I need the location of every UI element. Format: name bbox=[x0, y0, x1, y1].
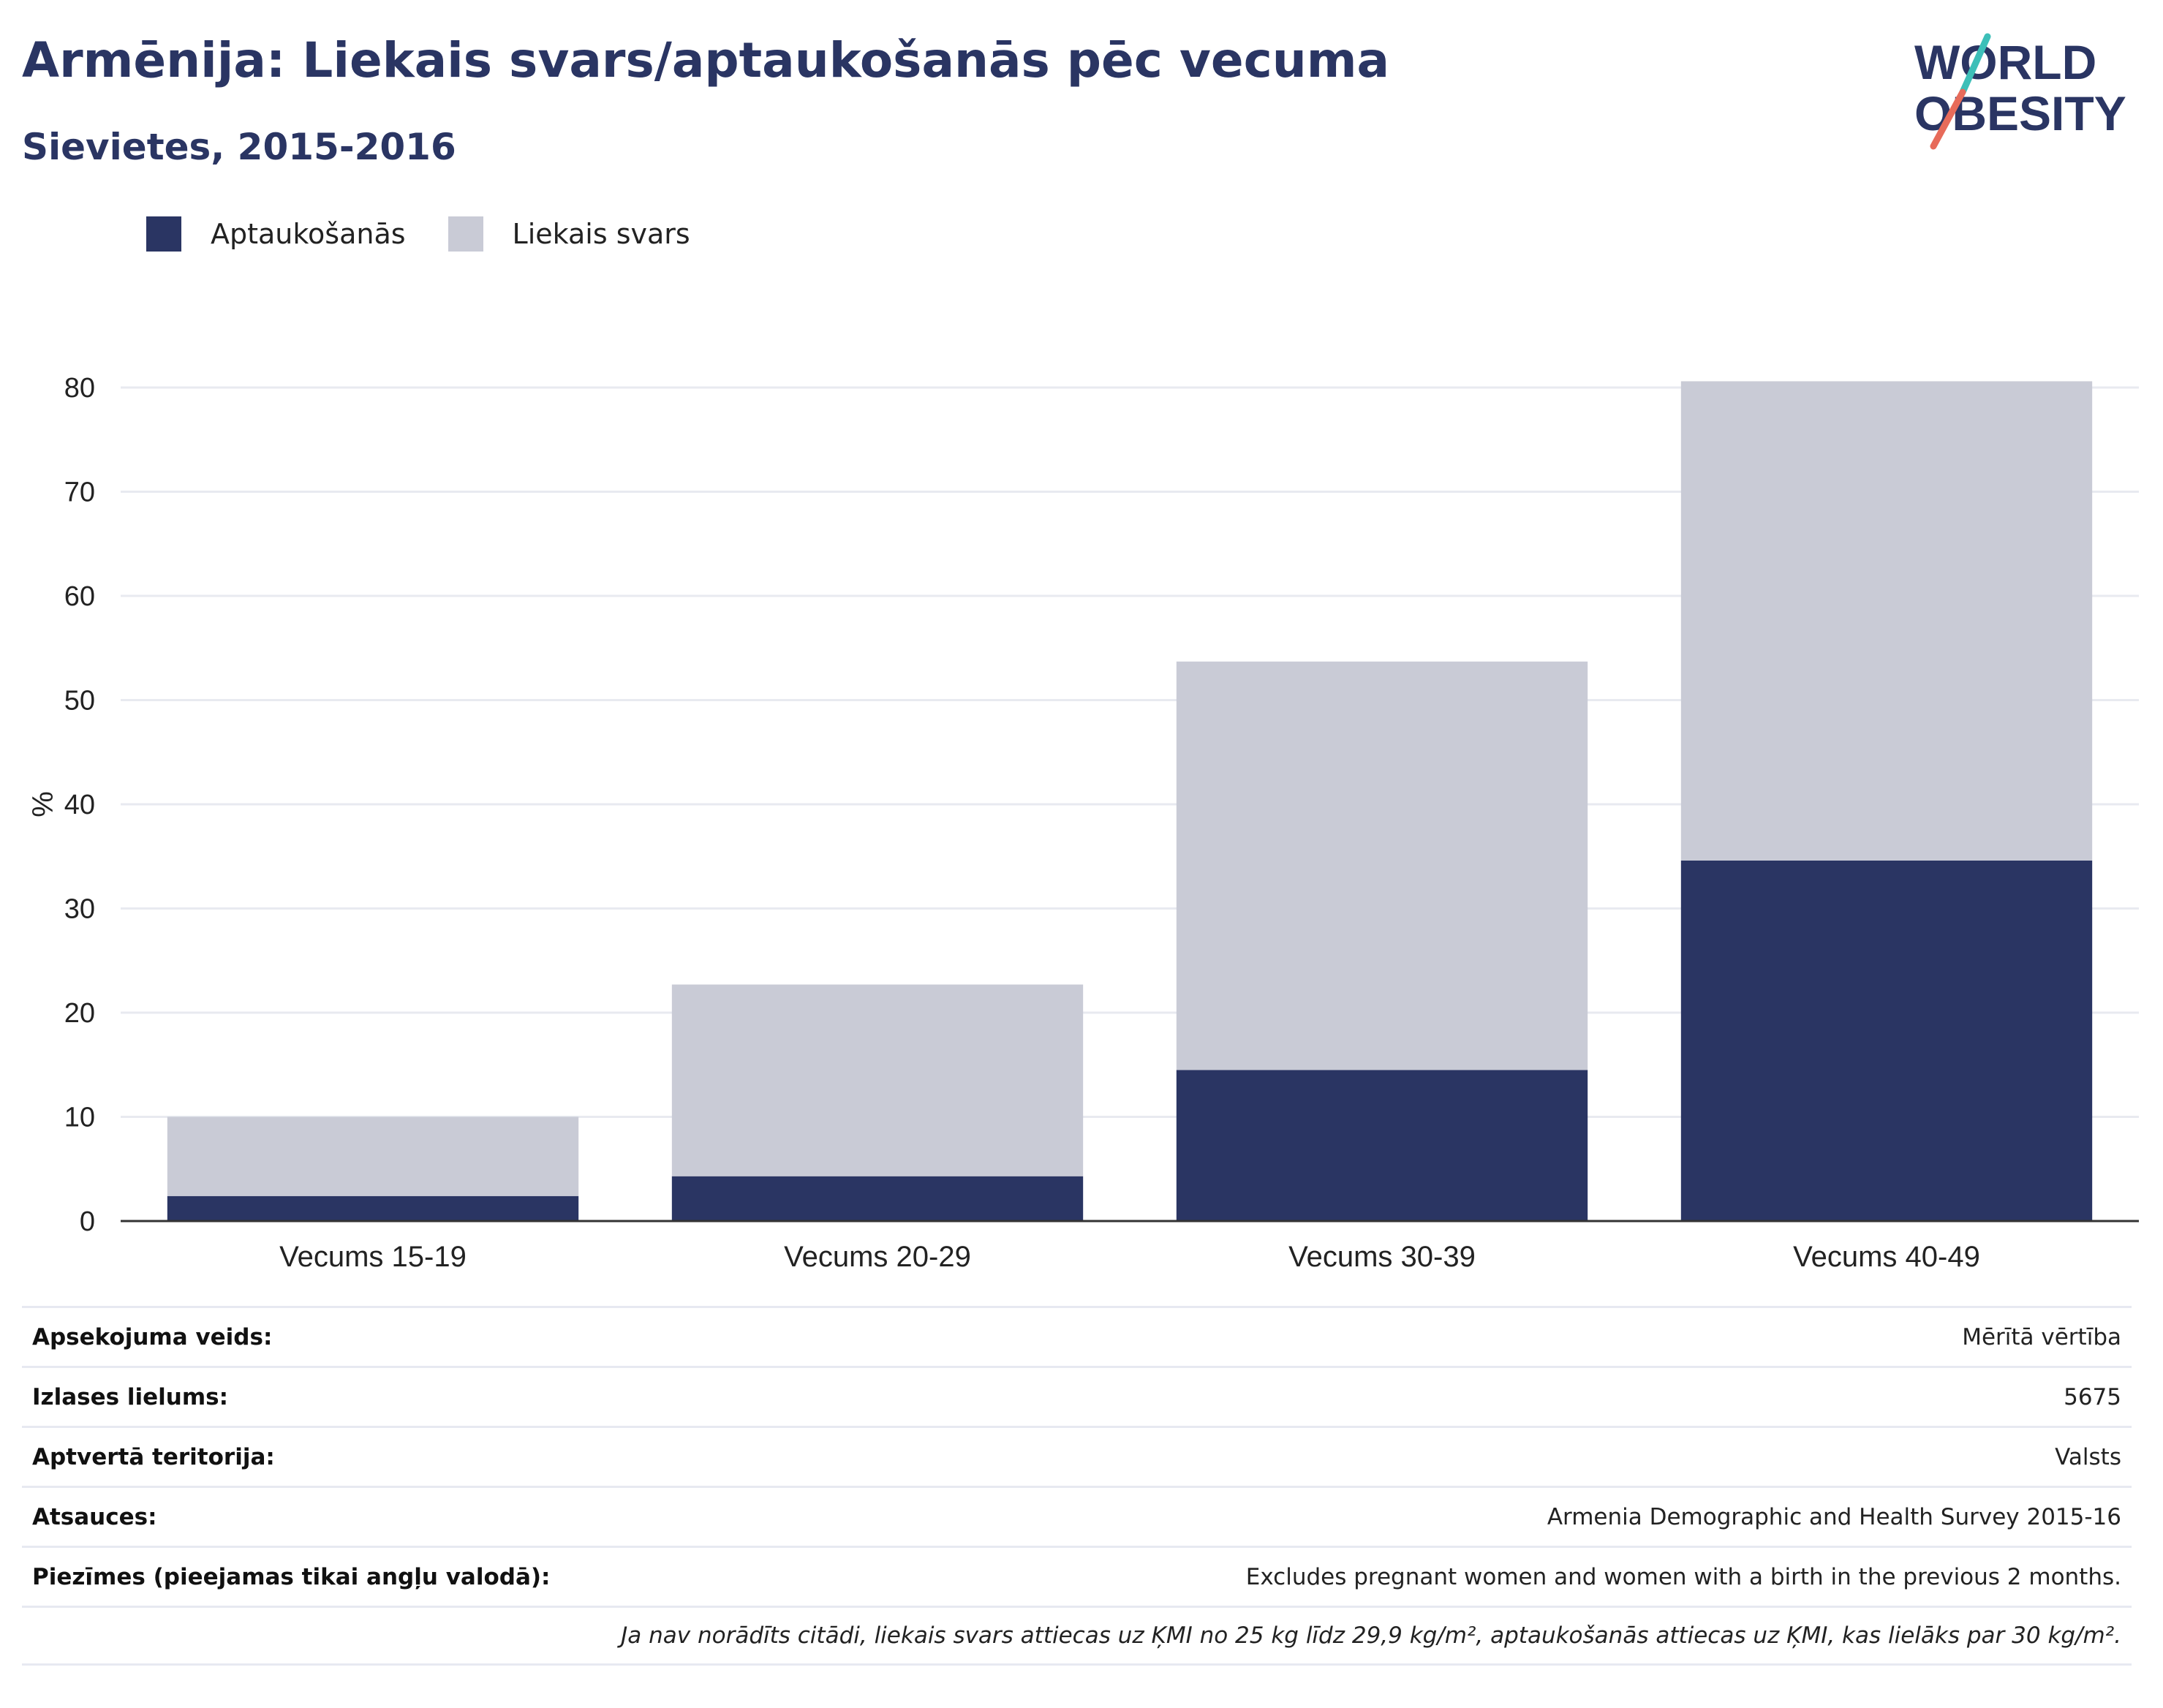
info-row-coverage: Aptvertā teritorija: Valsts bbox=[22, 1426, 2132, 1486]
bar-overweight bbox=[167, 1116, 579, 1196]
x-tick-label: Vecums 20-29 bbox=[784, 1241, 971, 1273]
legend-label-obesity: Aptaukošanās bbox=[211, 218, 406, 250]
legend-item-obesity[interactable]: Aptaukošanās bbox=[146, 216, 406, 252]
info-label: Aptvertā teritorija: bbox=[32, 1443, 275, 1470]
info-row-survey-type: Apsekojuma veids: Mērītā vērtība bbox=[22, 1306, 2132, 1366]
bar-overweight bbox=[1680, 381, 2093, 861]
info-label: Piezīmes (pieejamas tikai angļu valodā): bbox=[32, 1563, 551, 1590]
y-tick-label: 10 bbox=[64, 1103, 95, 1133]
info-row-notes: Piezīmes (pieejamas tikai angļu valodā):… bbox=[22, 1546, 2132, 1606]
legend-label-overweight: Liekais svars bbox=[512, 218, 690, 250]
x-tick-label: Vecums 30-39 bbox=[1288, 1241, 1476, 1273]
x-tick-label: Vecums 40-49 bbox=[1793, 1241, 1980, 1273]
y-tick-label: 0 bbox=[80, 1206, 95, 1237]
legend-item-overweight[interactable]: Liekais svars bbox=[448, 216, 690, 252]
survey-info-table: Apsekojuma veids: Mērītā vērtība Izlases… bbox=[22, 1306, 2132, 1666]
info-label: Apsekojuma veids: bbox=[32, 1323, 273, 1350]
info-value: Armenia Demographic and Health Survey 20… bbox=[1547, 1503, 2121, 1530]
info-value: Excludes pregnant women and women with a… bbox=[1245, 1563, 2121, 1590]
logo-coral-stroke bbox=[1930, 88, 1966, 150]
bar-obesity bbox=[1680, 860, 2093, 1221]
info-value: 5675 bbox=[2064, 1383, 2121, 1410]
info-row-sample-size: Izlases lielums: 5675 bbox=[22, 1366, 2132, 1426]
y-tick-label: 30 bbox=[64, 894, 95, 925]
y-tick-label: 50 bbox=[64, 686, 95, 717]
page-title: Armēnija: Liekais svars/aptaukošanās pēc… bbox=[22, 32, 1390, 88]
info-row-references: Atsauces: Armenia Demographic and Health… bbox=[22, 1486, 2132, 1546]
y-tick-label: 60 bbox=[64, 581, 95, 612]
y-tick-label: 70 bbox=[64, 477, 95, 508]
legend-swatch-overweight bbox=[448, 216, 483, 252]
y-axis-title: % bbox=[27, 791, 59, 817]
logo-line-1: WORLD bbox=[1914, 35, 2096, 89]
bar-overweight bbox=[671, 984, 1084, 1176]
legend-swatch-obesity bbox=[146, 216, 181, 252]
logo-teal-stroke bbox=[1959, 33, 1991, 96]
info-row-definition: Ja nav norādīts citādi, liekais svars at… bbox=[22, 1606, 2132, 1666]
x-tick-label: Vecums 15-19 bbox=[279, 1241, 467, 1273]
bar-obesity bbox=[167, 1195, 579, 1221]
chart-legend: Aptaukošanās Liekais svars bbox=[146, 216, 733, 252]
stacked-bar-chart: 0 10 20 30 40 50 60 70 80% Vecums 15-19 Vecums 20-… bbox=[27, 373, 2139, 1273]
definition-note: Ja nav norādīts citādi, liekais svars at… bbox=[621, 1622, 2121, 1649]
bar-overweight bbox=[1176, 661, 1588, 1070]
bar-obesity bbox=[671, 1176, 1084, 1221]
bar-obesity bbox=[1176, 1070, 1588, 1221]
y-tick-label: 40 bbox=[64, 790, 95, 820]
info-value: Mērītā vērtība bbox=[1962, 1323, 2121, 1350]
y-tick-label: 20 bbox=[64, 998, 95, 1029]
info-label: Izlases lielums: bbox=[32, 1383, 228, 1410]
world-obesity-logo: WORLD OBESITY bbox=[1914, 33, 2126, 150]
page-subtitle: Sievietes, 2015-2016 bbox=[22, 126, 456, 168]
y-tick-label: 80 bbox=[64, 373, 95, 404]
info-label: Atsauces: bbox=[32, 1503, 157, 1530]
info-value: Valsts bbox=[2055, 1443, 2121, 1470]
